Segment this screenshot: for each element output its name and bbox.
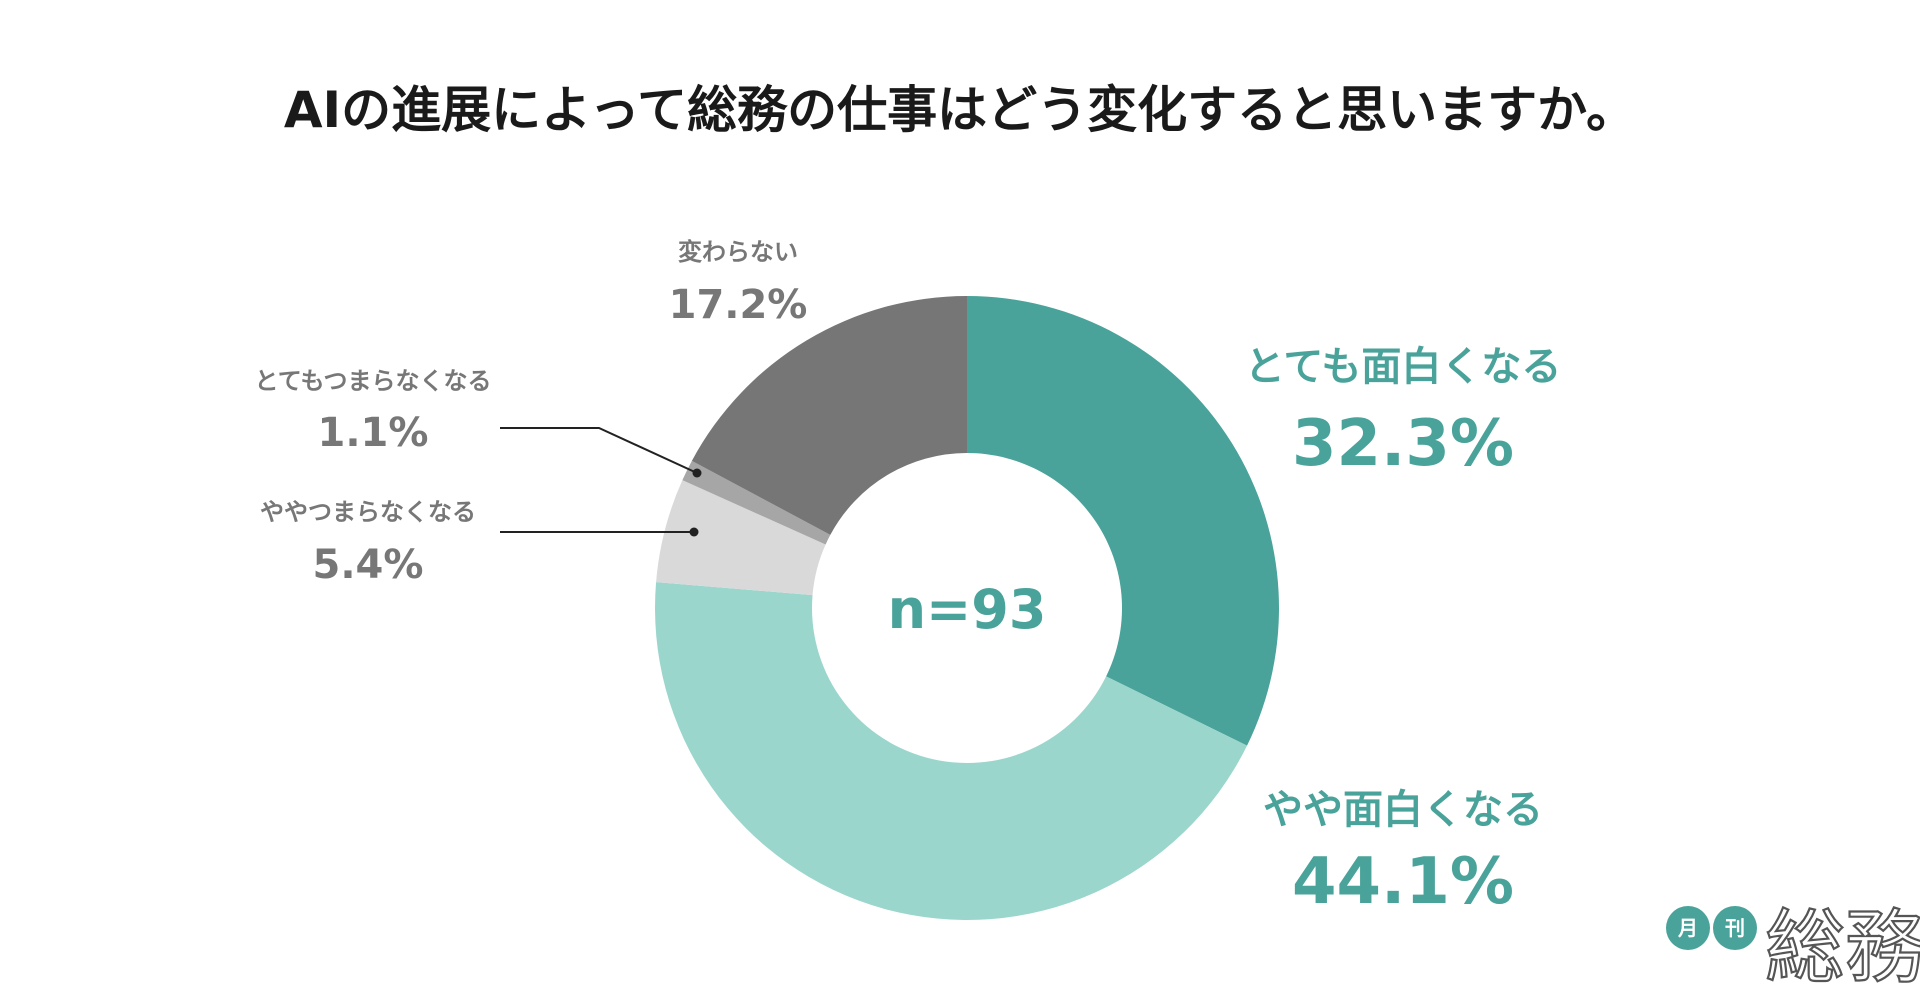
- label-very-interesting: とても面白くなる 32.3%: [1245, 344, 1562, 481]
- slice-label-name: とてもつまらなくなる: [254, 367, 491, 395]
- label-no-change: 変わらない 17.2%: [669, 238, 808, 328]
- slice-very-interesting: [967, 296, 1279, 746]
- donut-slices: [655, 296, 1279, 921]
- slice-somewhat-boring: [656, 480, 826, 596]
- logo-circle-1-text: 月: [1677, 916, 1698, 940]
- label-somewhat-boring: ややつまらなくなる 5.4%: [260, 498, 476, 588]
- logo-circle-2: [1713, 906, 1757, 950]
- leader-lines: [500, 427, 702, 537]
- slice-label-name: 変わらない: [678, 238, 798, 266]
- label-very-boring: とてもつまらなくなる 1.1%: [254, 367, 491, 456]
- slice-very-boring: [682, 460, 831, 545]
- leader-dot-very-boring: [692, 468, 702, 478]
- publication-logo: 月 刊 総務: [1666, 900, 1920, 995]
- slice-somewhat-interesting: [655, 582, 1248, 921]
- logo-circle-1: [1666, 906, 1710, 950]
- leader-line-very-boring: [500, 427, 698, 474]
- label-somewhat-interesting: やや面白くなる 44.1%: [1263, 787, 1543, 919]
- logo-word: 総務: [1765, 901, 1920, 994]
- center-label: n=93: [888, 578, 1047, 641]
- leader-dot-somewhat-boring: [689, 527, 699, 537]
- slice-label-value: 5.4%: [313, 542, 424, 588]
- slice-label-value: 17.2%: [669, 282, 808, 328]
- slice-no-change: [691, 296, 967, 535]
- slice-label-name: やや面白くなる: [1263, 787, 1543, 833]
- slice-label-value: 1.1%: [318, 410, 429, 456]
- slice-label-name: ややつまらなくなる: [260, 498, 476, 526]
- slice-label-value: 32.3%: [1292, 407, 1514, 481]
- slice-label-name: とても面白くなる: [1245, 344, 1562, 390]
- logo-circle-2-text: 刊: [1725, 916, 1745, 940]
- slice-label-value: 44.1%: [1292, 845, 1514, 919]
- chart-title: AIの進展によって総務の仕事はどう変化すると思いますか。: [284, 81, 1636, 139]
